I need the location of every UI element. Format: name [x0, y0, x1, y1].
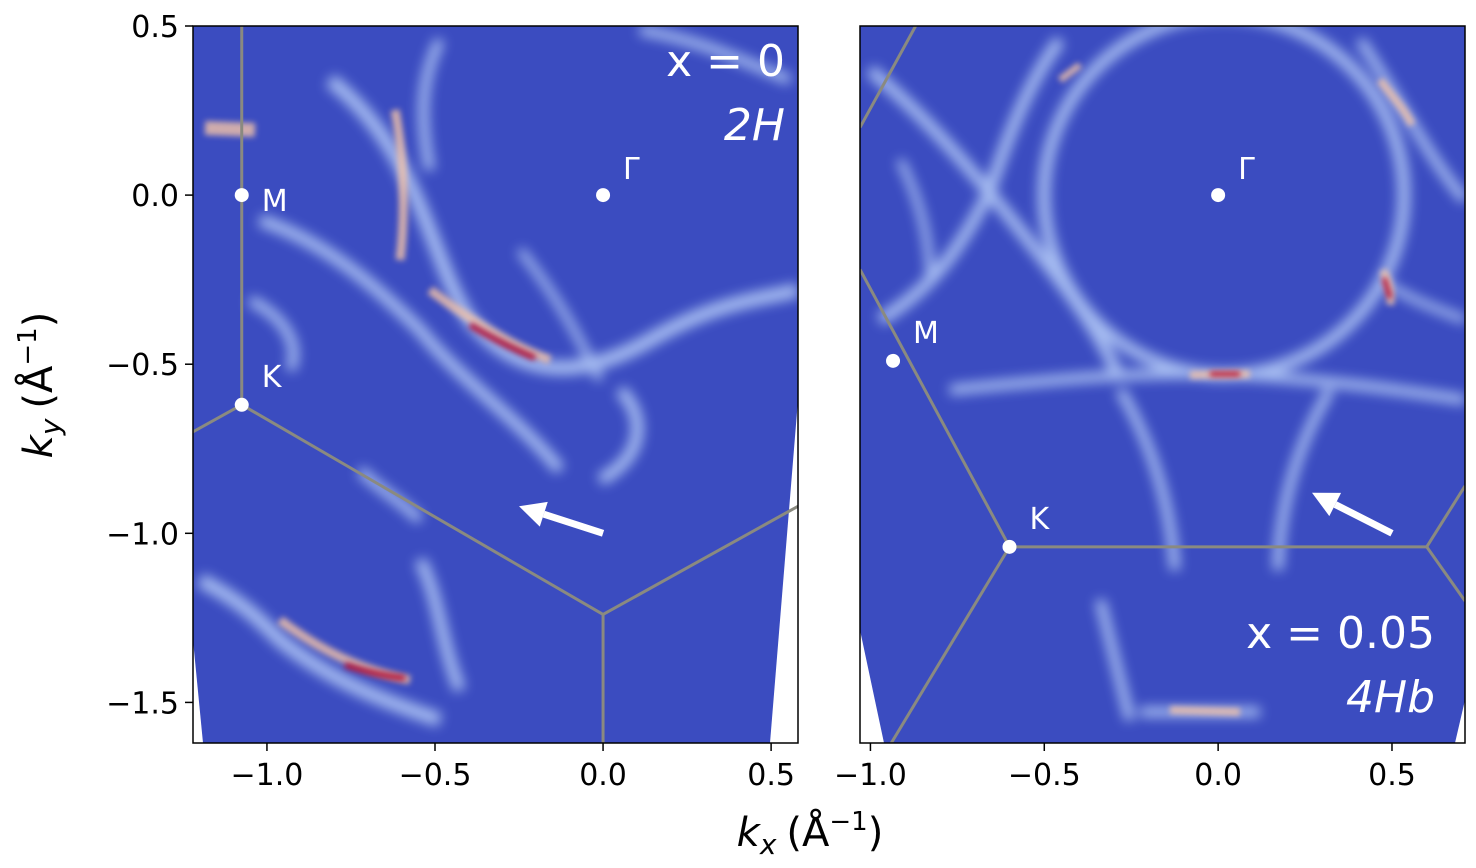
zone-boundary-segment	[602, 504, 798, 616]
panel-left-map	[193, 26, 798, 743]
y-tick-label: −1.0	[106, 517, 179, 552]
symmetry-point-label: K	[262, 360, 283, 395]
x-axis-label-sub: x	[759, 828, 777, 861]
zone-boundary-segment	[890, 546, 1011, 743]
zone-boundary-segment	[1425, 485, 1465, 548]
x-tick-label: 0.5	[747, 758, 795, 793]
x-tick-label: 0.0	[579, 758, 627, 793]
x-axis-label: kx (Å−1)	[737, 807, 884, 861]
edge-wedge	[193, 640, 203, 743]
symmetry-point-label: Γ	[623, 152, 640, 187]
high-symmetry-points: Γ M K	[886, 152, 1255, 554]
symmetry-point-label: M	[262, 184, 288, 219]
symmetry-point-marker	[1002, 539, 1017, 554]
symmetry-point-label: K	[1030, 502, 1051, 537]
arrow-shaft	[1333, 501, 1394, 537]
y-axis-label: ky (Å−1)	[13, 312, 67, 459]
y-tick-label: 0.5	[131, 10, 179, 45]
zone-boundary-segment	[860, 26, 917, 129]
symmetry-point-marker	[1211, 188, 1226, 203]
x-tick-label: 0.0	[1194, 758, 1242, 793]
edge-wedge	[1455, 700, 1465, 743]
y-tick-label: −0.5	[106, 348, 179, 383]
x-tick-label: −0.5	[399, 758, 472, 793]
panel-label-polytype: 4Hb	[1346, 672, 1435, 723]
zone-boundary-segment	[193, 403, 243, 434]
arrow-annotation	[519, 501, 605, 537]
y-axis-label-main: k	[16, 433, 62, 458]
map-background	[193, 26, 798, 743]
panel-left: ΓMK x = 0 2H −1.0 −0.5 0.0 0.5 0.50.0−0.5−1…	[106, 10, 799, 793]
y-axis-label-unit: (Å	[14, 365, 62, 409]
edge-wedge	[770, 400, 798, 743]
panel-right-map	[860, 26, 1465, 743]
symmetry-point-label: M	[913, 316, 939, 351]
panel-right-frame	[859, 25, 1466, 744]
panel-left-frame	[192, 25, 799, 744]
intensity-max	[1210, 277, 1393, 377]
symmetry-point-label: Γ	[1238, 152, 1255, 187]
symmetry-point-marker	[886, 353, 901, 368]
x-tick-label: 0.5	[1368, 758, 1416, 793]
y-axis-label-exp: −1	[13, 327, 43, 365]
y-tick-label: −1.5	[106, 686, 179, 721]
x-ticks-left: −1.0 −0.5 0.0 0.5	[231, 743, 795, 793]
panel-right: Γ M K x = 0.05 4Hb −1.0 −0.5 0.0 0.5	[834, 25, 1466, 793]
y-ticks: 0.5 0.0 −0.5 −1.0 −1.5	[106, 10, 193, 721]
x-tick-label: −1.0	[231, 758, 304, 793]
arrow-annotation	[1312, 492, 1394, 537]
brillouin-zone-lines	[860, 26, 1465, 743]
x-axis-label-main: k	[737, 810, 762, 856]
x-tick-label: −0.5	[1008, 758, 1081, 793]
high-symmetry-points: Γ M K	[234, 152, 640, 412]
x-tick-label: −1.0	[834, 758, 907, 793]
panel-label-composition: x = 0	[666, 36, 785, 87]
x-ticks-right: −1.0 −0.5 0.0 0.5	[834, 743, 1416, 793]
x-axis-label-exp: −1	[829, 807, 867, 837]
arrow-head	[1312, 492, 1342, 517]
zone-boundary-segment	[240, 403, 604, 616]
symmetry-point-marker	[596, 188, 611, 203]
x-axis-label-close: )	[868, 810, 884, 856]
zone-boundary-segment	[860, 268, 1011, 548]
symmetry-point-marker	[234, 188, 249, 203]
edge-wedge	[860, 630, 884, 743]
panel-label-composition: x = 0.05	[1246, 608, 1435, 659]
intensity-peaks	[204, 109, 552, 685]
arrow-head	[519, 501, 548, 527]
arrow-shaft	[542, 510, 605, 537]
y-axis-label-sub: y	[34, 418, 67, 436]
x-axis-label-unit: (Å	[786, 808, 830, 856]
symmetry-point-marker	[234, 397, 249, 412]
panel-label-polytype: 2H	[724, 100, 785, 151]
intensity-max	[344, 322, 537, 681]
y-tick-label: 0.0	[131, 179, 179, 214]
brillouin-zone-lines	[193, 26, 798, 743]
y-axis-label-close: )	[16, 312, 62, 328]
zone-boundary-segment	[1425, 545, 1465, 602]
